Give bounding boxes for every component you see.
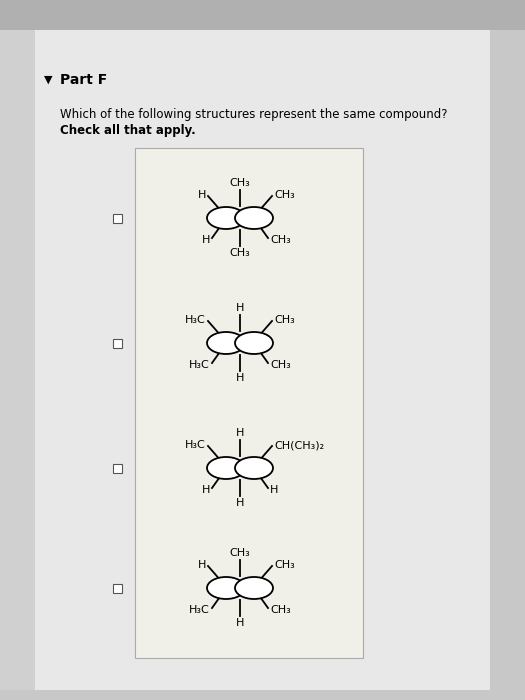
Text: CH₃: CH₃	[229, 248, 250, 258]
Text: H: H	[236, 498, 244, 508]
Text: CH₃: CH₃	[229, 178, 250, 188]
Text: H₃C: H₃C	[185, 315, 206, 325]
Text: H: H	[236, 373, 244, 383]
Text: ▼: ▼	[44, 75, 52, 85]
FancyBboxPatch shape	[0, 30, 35, 690]
Text: H₃C: H₃C	[189, 360, 210, 370]
Text: H: H	[270, 485, 278, 495]
Text: H: H	[236, 303, 244, 313]
FancyBboxPatch shape	[112, 584, 121, 592]
Ellipse shape	[235, 457, 273, 479]
FancyBboxPatch shape	[112, 214, 121, 223]
FancyBboxPatch shape	[0, 0, 525, 30]
Text: H: H	[197, 560, 206, 570]
Ellipse shape	[207, 332, 245, 354]
Text: CH₃: CH₃	[274, 190, 295, 200]
Text: CH₃: CH₃	[274, 315, 295, 325]
Ellipse shape	[207, 577, 245, 599]
Text: H: H	[202, 485, 210, 495]
FancyBboxPatch shape	[112, 339, 121, 347]
Text: CH₃: CH₃	[270, 235, 291, 245]
Ellipse shape	[235, 577, 273, 599]
Text: H: H	[202, 235, 210, 245]
Text: H: H	[197, 190, 206, 200]
FancyBboxPatch shape	[112, 463, 121, 473]
FancyBboxPatch shape	[135, 148, 363, 658]
Text: CH₃: CH₃	[270, 605, 291, 615]
Ellipse shape	[207, 457, 245, 479]
Text: Part F: Part F	[60, 73, 107, 87]
Text: H: H	[236, 618, 244, 628]
FancyBboxPatch shape	[35, 30, 490, 690]
Text: CH₃: CH₃	[270, 360, 291, 370]
Text: H: H	[236, 428, 244, 438]
Ellipse shape	[235, 207, 273, 229]
Text: CH₃: CH₃	[274, 560, 295, 570]
Ellipse shape	[207, 207, 245, 229]
Text: CH(CH₃)₂: CH(CH₃)₂	[274, 440, 324, 450]
Text: CH₃: CH₃	[229, 548, 250, 558]
Text: H₃C: H₃C	[185, 440, 206, 450]
Text: Check all that apply.: Check all that apply.	[60, 124, 196, 137]
Ellipse shape	[235, 332, 273, 354]
Text: H₃C: H₃C	[189, 605, 210, 615]
Text: Which of the following structures represent the same compound?: Which of the following structures repres…	[60, 108, 447, 121]
